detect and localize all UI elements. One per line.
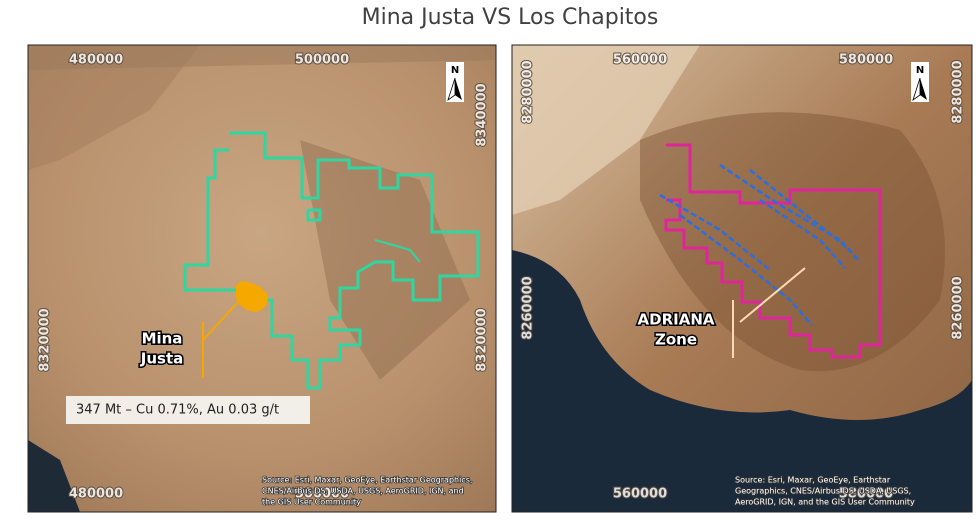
place-label: Justa (140, 350, 183, 368)
deposit-footprint (236, 281, 268, 312)
place-label: Mina (142, 330, 183, 348)
terrain (28, 45, 496, 70)
north-arrow: N (446, 62, 464, 102)
coord-label: 8340000 (475, 83, 490, 146)
map-right (512, 45, 972, 512)
attribution: Source: Esri, Maxar, GeoEye, Earthstar (735, 476, 891, 485)
vein-traces (659, 163, 861, 326)
map-frame (27, 44, 497, 513)
leader-line (202, 299, 241, 341)
coord-label: 500000 (295, 487, 349, 502)
ocean (28, 440, 80, 512)
attribution: CNES/Airbus DS, USDA, USGS, AeroGRID, IG… (262, 487, 464, 496)
coord-label: 8260000 (951, 276, 966, 339)
attribution: Geographics, CNES/Airbus DS, USDA, USGS, (735, 487, 911, 496)
coord-label: 580000 (839, 487, 893, 502)
attribution: the GIS User Community (262, 498, 361, 507)
map-left (28, 45, 496, 512)
coord-label: 480000 (69, 53, 123, 68)
info-box (66, 396, 310, 424)
coord-label: 480000 (69, 487, 123, 502)
terrain (300, 140, 470, 380)
page-title: Mina Justa VS Los Chapitos (362, 5, 659, 30)
coord-label: 560000 (613, 487, 667, 502)
attribution: Source: Esri, Maxar, GeoEye, Earthstar G… (262, 476, 472, 485)
ocean (512, 250, 972, 512)
terrain (28, 45, 200, 170)
leader-line (739, 267, 806, 323)
north-label: N (451, 65, 459, 76)
coord-label: 500000 (295, 53, 349, 68)
coord-label: 580000 (839, 53, 893, 68)
property-boundary (374, 239, 421, 263)
north-arrow: N (911, 62, 929, 102)
place-label: ADRIANA (638, 311, 715, 329)
info-box-text: 347 Mt – Cu 0.71%, Au 0.03 g/t (76, 403, 279, 418)
coord-label: 8280000 (521, 60, 536, 123)
property-boundary (306, 208, 322, 222)
terrain (512, 45, 700, 215)
terrain (640, 112, 945, 372)
coord-label: 8280000 (951, 60, 966, 123)
coord-label: 8320000 (475, 308, 490, 371)
coord-label: 560000 (613, 53, 667, 68)
north-label: N (916, 65, 924, 76)
coord-label: 8260000 (521, 276, 536, 339)
map-frame (511, 44, 973, 513)
coord-label: 8320000 (38, 308, 53, 371)
place-label: Zone (655, 331, 697, 349)
attribution: AeroGRID, IGN, and the GIS User Communit… (735, 498, 915, 507)
